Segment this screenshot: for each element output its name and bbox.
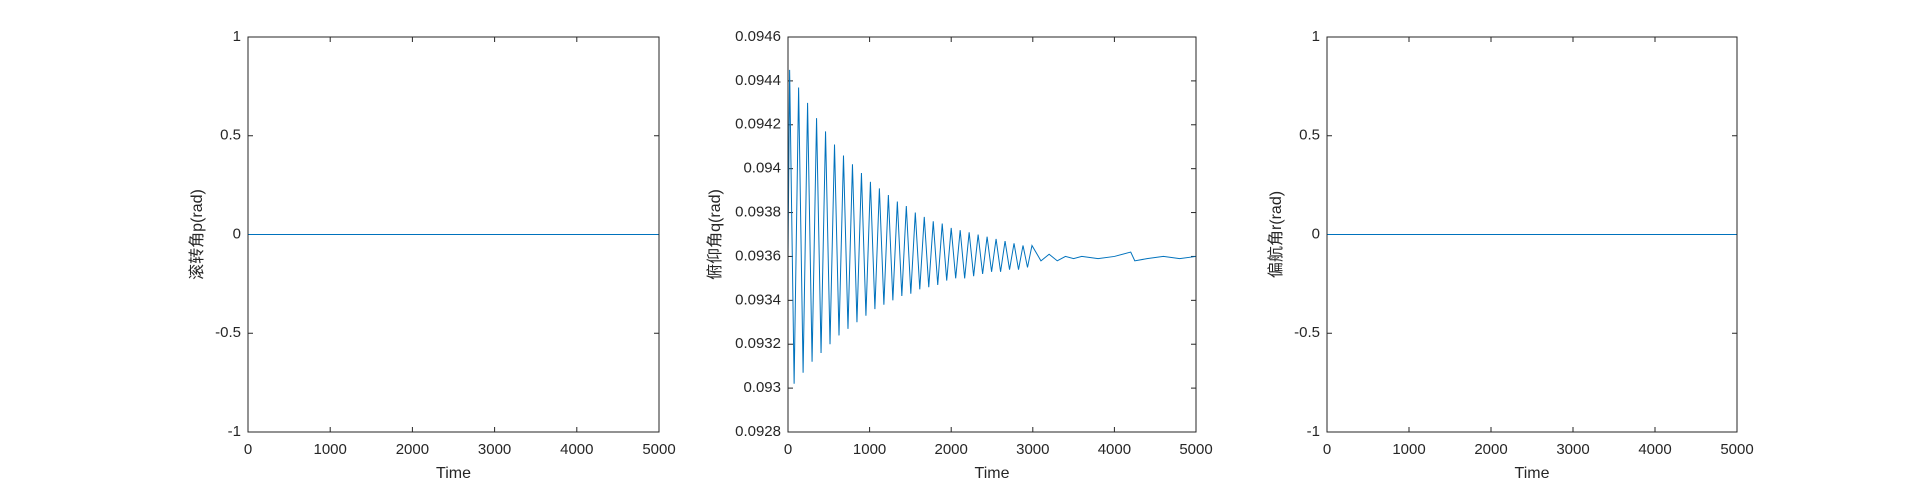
y-tick-label: -0.5 (215, 324, 241, 341)
y-tick-label: 0 (1312, 225, 1320, 242)
y-axis-label: 偏航角r(rad) (1267, 191, 1285, 278)
y-tick-label: 1 (1312, 28, 1320, 45)
x-tick-label: 2000 (935, 441, 968, 458)
y-tick-label: 0.5 (1299, 127, 1320, 144)
x-axis-label: Time (975, 465, 1010, 482)
y-tick-label: 0.0928 (735, 423, 781, 440)
x-tick-label: 4000 (1098, 441, 1131, 458)
x-tick-label: 2000 (396, 441, 429, 458)
x-tick-label: 3000 (1016, 441, 1049, 458)
x-tick-label: 1000 (1392, 441, 1425, 458)
y-tick-label: 0.0936 (735, 247, 781, 264)
data-line (787, 69, 1197, 384)
x-tick-label: 5000 (1720, 441, 1753, 458)
y-tick-label: 0.5 (220, 127, 241, 144)
y-axis-label: 俯仰角q(rad) (706, 189, 724, 280)
y-axis-label: 滚转角p(rad) (188, 189, 206, 280)
y-tick-label: 0.0942 (735, 116, 781, 133)
y-tick-label: -1 (228, 423, 241, 440)
x-tick-label: 0 (784, 441, 792, 458)
x-tick-label: 3000 (1556, 441, 1589, 458)
y-tick-label: 1 (233, 28, 241, 45)
y-tick-label: -1 (1307, 423, 1320, 440)
x-tick-label: 5000 (1179, 441, 1212, 458)
plot-area (788, 37, 1196, 432)
x-tick-label: 4000 (560, 441, 593, 458)
x-tick-label: 0 (244, 441, 252, 458)
x-tick-label: 3000 (478, 441, 511, 458)
axes-box (247, 36, 660, 433)
axes-box (1326, 36, 1738, 433)
y-tick-label: 0.0944 (735, 72, 781, 89)
x-tick-label: 1000 (853, 441, 886, 458)
x-tick-label: 1000 (314, 441, 347, 458)
y-tick-label: -0.5 (1294, 324, 1320, 341)
y-tick-label: 0.0934 (735, 291, 781, 308)
y-tick-label: 0 (233, 225, 241, 242)
y-tick-label: 0.093 (743, 379, 781, 396)
x-tick-label: 4000 (1638, 441, 1671, 458)
x-tick-label: 2000 (1474, 441, 1507, 458)
y-tick-label: 0.094 (743, 160, 781, 177)
axes-box (787, 36, 1197, 433)
y-tick-label: 0.0932 (735, 335, 781, 352)
y-tick-label: 0.0938 (735, 204, 781, 221)
x-tick-label: 0 (1323, 441, 1331, 458)
y-tick-label: 0.0946 (735, 28, 781, 45)
x-axis-label: Time (1515, 465, 1550, 482)
x-axis-label: Time (436, 465, 471, 482)
x-tick-label: 5000 (642, 441, 675, 458)
